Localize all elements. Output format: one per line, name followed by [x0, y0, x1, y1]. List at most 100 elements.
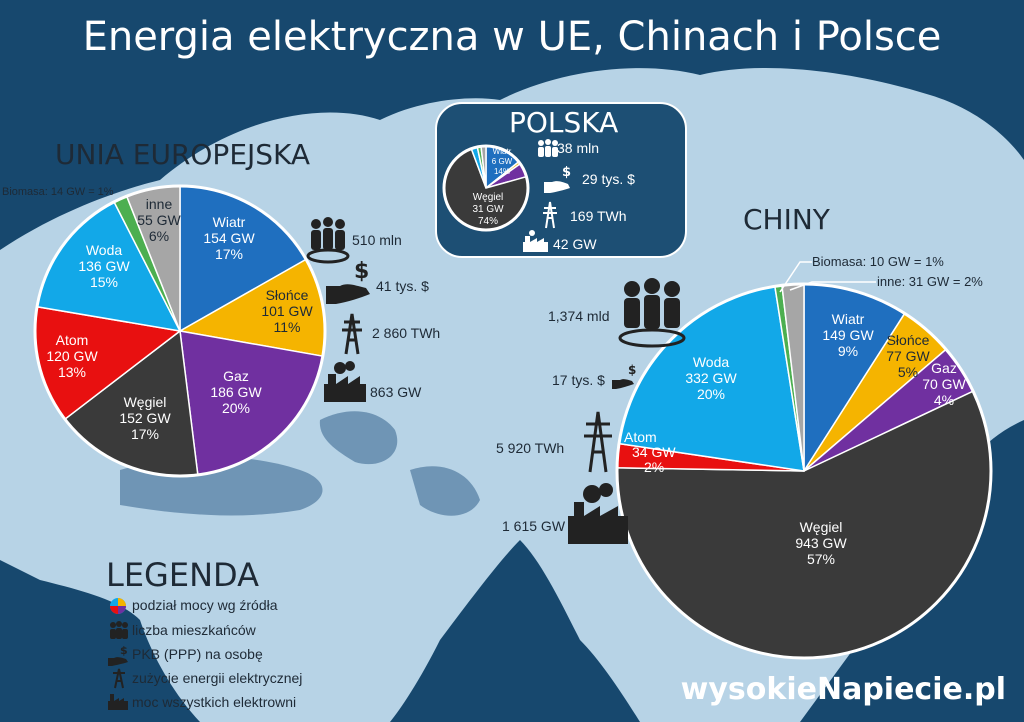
- cn-label-atom-name: Atom: [624, 429, 657, 445]
- eu-label-woda-value: 136 GW: [78, 258, 130, 274]
- eu-label-slonce: Słońce 101 GW 11%: [258, 287, 316, 335]
- pl-label-wiatr-pct: 14%: [493, 167, 510, 176]
- factory-icon: [523, 230, 548, 252]
- eu-label-inne-name: inne: [145, 196, 173, 212]
- eu-gdp: 41 tys. $: [376, 278, 429, 294]
- eu-label-biomasa: Biomasa: 14 GW = 1%: [2, 186, 114, 198]
- legend-item-label: liczba mieszkańców: [132, 622, 256, 638]
- eu-label-wegiel-value: 152 GW: [119, 410, 171, 426]
- legend-item-label: moc wszystkich elektrowni: [132, 694, 297, 710]
- money-hand-icon: $: [326, 259, 370, 304]
- svg-text:$: $: [354, 259, 369, 284]
- cn-label-gaz: Gaz 70 GW 4%: [922, 360, 966, 408]
- pl-label-wegiel-pct: 74%: [477, 216, 498, 227]
- cn-label-gaz-pct: 4%: [933, 392, 955, 408]
- eu-label-inne-value: 55 GW: [137, 212, 181, 228]
- eu-label-gaz-value: 186 GW: [210, 384, 262, 400]
- people-icon: [618, 278, 686, 348]
- cn-label-slonce-name: Słońce: [886, 332, 930, 348]
- legend-item-capacity: moc wszystkich elektrowni: [132, 694, 296, 710]
- poland-pie-chart: [442, 144, 530, 232]
- china-leader-lines: [779, 261, 876, 293]
- eu-label-atom-name: Atom: [55, 332, 89, 348]
- eu-label-wegiel-pct: 17%: [130, 426, 160, 442]
- china-pie-chart: [615, 282, 993, 660]
- cn-label-atom-value: 34 GW: [632, 444, 676, 460]
- eu-label-woda-pct: 15%: [89, 274, 119, 290]
- eu-label-inne-pct: 6%: [148, 228, 170, 244]
- eu-label-wiatr: Wiatr 154 GW 17%: [200, 214, 258, 262]
- pl-capacity: 42 GW: [553, 236, 597, 252]
- pl-label-wiatr: Wiatr 6 GW 14%: [486, 147, 518, 177]
- legend-item-gdp: PKB (PPP) na osobę: [132, 646, 263, 662]
- eu-label-slonce-name: Słońce: [265, 287, 309, 303]
- eu-pie-outline: [33, 184, 327, 478]
- pylon-icon: [113, 668, 125, 689]
- eu-population: 510 mln: [352, 232, 402, 248]
- cn-label-wegiel-value: 943 GW: [795, 535, 847, 551]
- cn-label-woda-name: Woda: [692, 354, 730, 370]
- money-hand-icon: $: [108, 644, 128, 666]
- eu-label-wegiel: Węgiel 152 GW 17%: [114, 394, 176, 442]
- legend-item-people: liczba mieszkańców: [132, 622, 256, 638]
- eu-pie-chart: [33, 184, 327, 478]
- legend-item-consumption: zużycie energii elektrycznej: [132, 670, 302, 686]
- legend-item-label: PKB (PPP) na osobę: [132, 646, 263, 662]
- pylon-icon: [342, 313, 362, 355]
- pl-label-wegiel-value: 31 GW: [472, 204, 504, 215]
- eu-label-slonce-pct: 11%: [273, 319, 301, 335]
- cn-label-woda-value: 332 GW: [685, 370, 737, 386]
- people-icon: [306, 217, 350, 264]
- eu-consumption: 2 860 TWh: [372, 325, 441, 341]
- eu-label-wegiel-name: Węgiel: [123, 394, 167, 410]
- legend-item-label: podział mocy wg źródła: [132, 597, 278, 613]
- cn-label-woda: Woda 332 GW 20%: [680, 354, 742, 402]
- svg-text:$: $: [120, 644, 128, 657]
- pylon-icon: [543, 201, 557, 229]
- cn-label-gaz-name: Gaz: [931, 360, 957, 376]
- poland-section-title: POLSKA: [509, 106, 619, 139]
- cn-label-atom-pct: 2%: [644, 459, 665, 475]
- legend-item-pie: podział mocy wg źródła: [132, 597, 278, 613]
- pie-icon: [110, 598, 126, 614]
- eu-label-slonce-value: 101 GW: [261, 303, 313, 319]
- eu-section-title: UNIA EUROPEJSKA: [55, 138, 311, 171]
- svg-text:$: $: [628, 363, 636, 377]
- cn-label-wiatr: Wiatr 149 GW 9%: [817, 311, 879, 359]
- pl-pie-outline: [442, 144, 530, 232]
- cn-label-inne: inne: 31 GW = 2%: [877, 274, 983, 289]
- cn-label-slonce: Słońce 77 GW 5%: [880, 332, 936, 380]
- eu-label-wiatr-pct: 17%: [214, 246, 244, 262]
- factory-icon: [108, 694, 128, 710]
- eu-label-gaz-name: Gaz: [223, 368, 249, 384]
- page-title: Energia elektryczna w UE, Chinach i Pols…: [82, 14, 942, 60]
- china-section-title: CHINY: [743, 203, 830, 236]
- eu-label-atom-value: 120 GW: [46, 348, 98, 364]
- eu-capacity: 863 GW: [370, 384, 422, 400]
- eu-label-atom-pct: 13%: [57, 364, 87, 380]
- money-hand-icon: $: [544, 165, 571, 193]
- factory-icon: [568, 483, 628, 544]
- pl-label-wegiel-name: Węgiel: [472, 192, 504, 203]
- cn-label-gaz-value: 70 GW: [922, 376, 966, 392]
- cn-label-wiatr-name: Wiatr: [831, 311, 865, 327]
- cn-capacity: 1 615 GW: [502, 518, 566, 534]
- eu-label-wiatr-name: Wiatr: [212, 214, 246, 230]
- factory-icon: [324, 361, 366, 402]
- eu-label-inne: inne 55 GW 6%: [134, 196, 184, 244]
- cn-consumption: 5 920 TWh: [496, 440, 565, 456]
- cn-label-wegiel-pct: 57%: [806, 551, 836, 567]
- svg-text:$: $: [562, 165, 571, 180]
- pl-population: 38 mln: [557, 140, 600, 156]
- people-icon: [110, 621, 128, 639]
- legend-item-label: zużycie energii elektrycznej: [132, 670, 303, 686]
- eu-label-woda-name: Woda: [85, 242, 123, 258]
- pl-label-wegiel: Węgiel 31 GW 74%: [466, 192, 510, 228]
- eu-label-wiatr-value: 154 GW: [203, 230, 255, 246]
- eu-label-woda: Woda 136 GW 15%: [74, 242, 134, 290]
- cn-label-atom: Atom 34 GW 2%: [624, 430, 676, 475]
- eu-label-gaz: Gaz 186 GW 20%: [205, 368, 267, 416]
- cn-label-wiatr-pct: 9%: [837, 343, 859, 359]
- pl-label-wiatr-name: Wiatr: [492, 147, 512, 156]
